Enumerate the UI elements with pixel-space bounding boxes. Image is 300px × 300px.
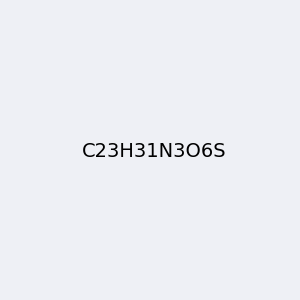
Text: C23H31N3O6S: C23H31N3O6S <box>81 142 226 161</box>
